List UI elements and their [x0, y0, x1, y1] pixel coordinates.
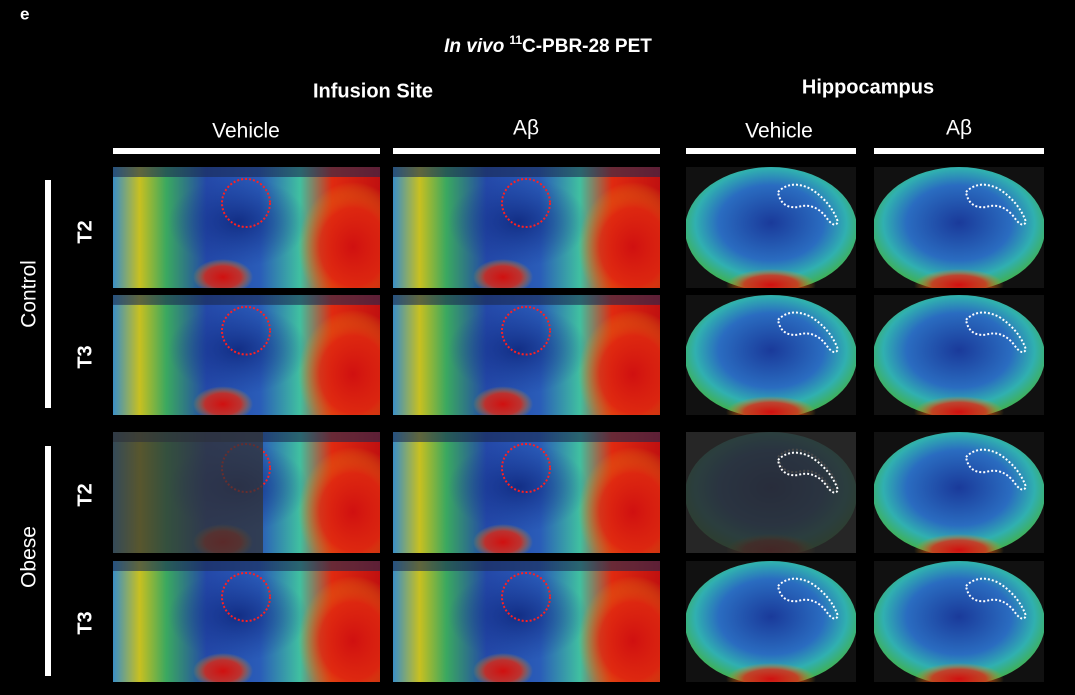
panel-label: e	[20, 4, 29, 23]
title-rest: C-PBR-28 PET	[522, 36, 652, 57]
pet-image	[113, 561, 408, 695]
pet-image	[685, 167, 857, 301]
pet-image	[393, 295, 688, 439]
title-italic: In vivo	[444, 36, 504, 57]
pet-image	[393, 432, 688, 577]
row-bar	[45, 180, 51, 408]
pet-image	[113, 167, 408, 312]
row-label: Obese	[18, 526, 41, 588]
column-label: Aβ	[513, 117, 539, 140]
pet-image	[873, 561, 1045, 695]
pet-image	[685, 295, 857, 428]
column-label: Aβ	[946, 117, 972, 140]
pet-image	[393, 561, 688, 695]
pet-image	[873, 167, 1045, 301]
figure: e In vivo 11C-PBR-28 PET Infusion Site Hi…	[0, 0, 1075, 695]
row-label: Control	[18, 260, 41, 328]
pet-image	[393, 167, 688, 312]
title-sup: 11	[509, 33, 522, 47]
pet-image	[113, 295, 408, 439]
column-bar	[874, 148, 1044, 154]
timepoint-label: T2	[74, 483, 96, 506]
figure-title: In vivo 11C-PBR-28 PET	[444, 33, 652, 57]
column-bar	[393, 148, 660, 154]
timepoint-label: T2	[74, 220, 96, 243]
pet-image	[873, 432, 1045, 566]
timepoint-label: T3	[74, 611, 96, 634]
column-label: Vehicle	[745, 120, 813, 143]
column-bar	[113, 148, 380, 154]
column-label: Vehicle	[212, 120, 280, 143]
group-label: Infusion Site	[313, 80, 433, 102]
low-signal-overlay	[113, 432, 263, 553]
group-label: Hippocampus	[802, 76, 934, 98]
column-bar	[686, 148, 856, 154]
image-grid	[113, 167, 1045, 695]
low-signal-overlay	[686, 432, 856, 553]
pet-image	[873, 295, 1045, 428]
timepoint-label: T3	[74, 345, 96, 368]
pet-image	[685, 561, 857, 695]
row-bar	[45, 446, 51, 676]
